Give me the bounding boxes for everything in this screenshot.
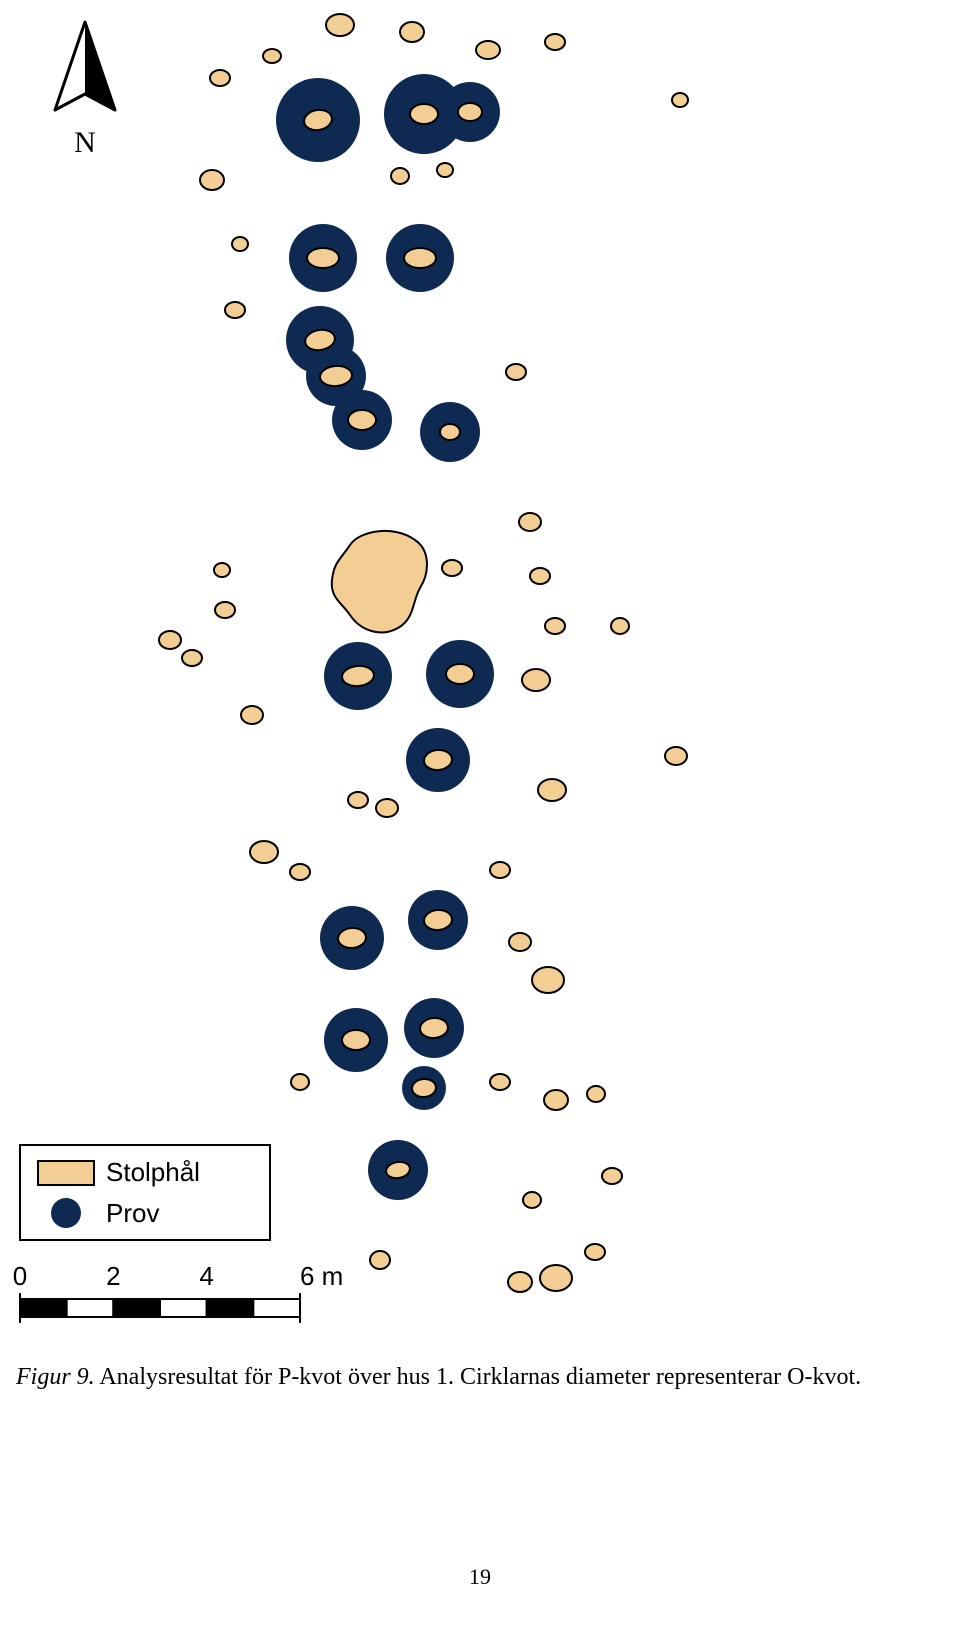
caption-rest: Analysresultat för P-kvot över hus 1. Ci… [95, 1364, 861, 1390]
svg-text:6 m: 6 m [300, 1261, 343, 1291]
legend-swatch-sample [51, 1198, 81, 1228]
figure-diagram: N Stolphål Prov 0 2 4 6 m [0, 0, 960, 1350]
caption-prefix: Figur 9. [16, 1364, 95, 1390]
page: N Stolphål Prov 0 2 4 6 m Figur 9. Analysresul… [0, 0, 960, 1644]
legend: Stolphål Prov [20, 1145, 270, 1240]
svg-text:4: 4 [199, 1261, 213, 1291]
page-number: 19 [0, 1564, 960, 1590]
legend-label-posthole: Stolphål [106, 1157, 200, 1187]
svg-text:2: 2 [106, 1261, 120, 1291]
figure-caption: Figur 9. Analysresultat för P-kvot över … [0, 1364, 960, 1391]
north-label: N [74, 126, 96, 159]
svg-text:0: 0 [13, 1261, 27, 1291]
legend-label-sample: Prov [106, 1198, 159, 1228]
legend-swatch-posthole [38, 1161, 94, 1185]
